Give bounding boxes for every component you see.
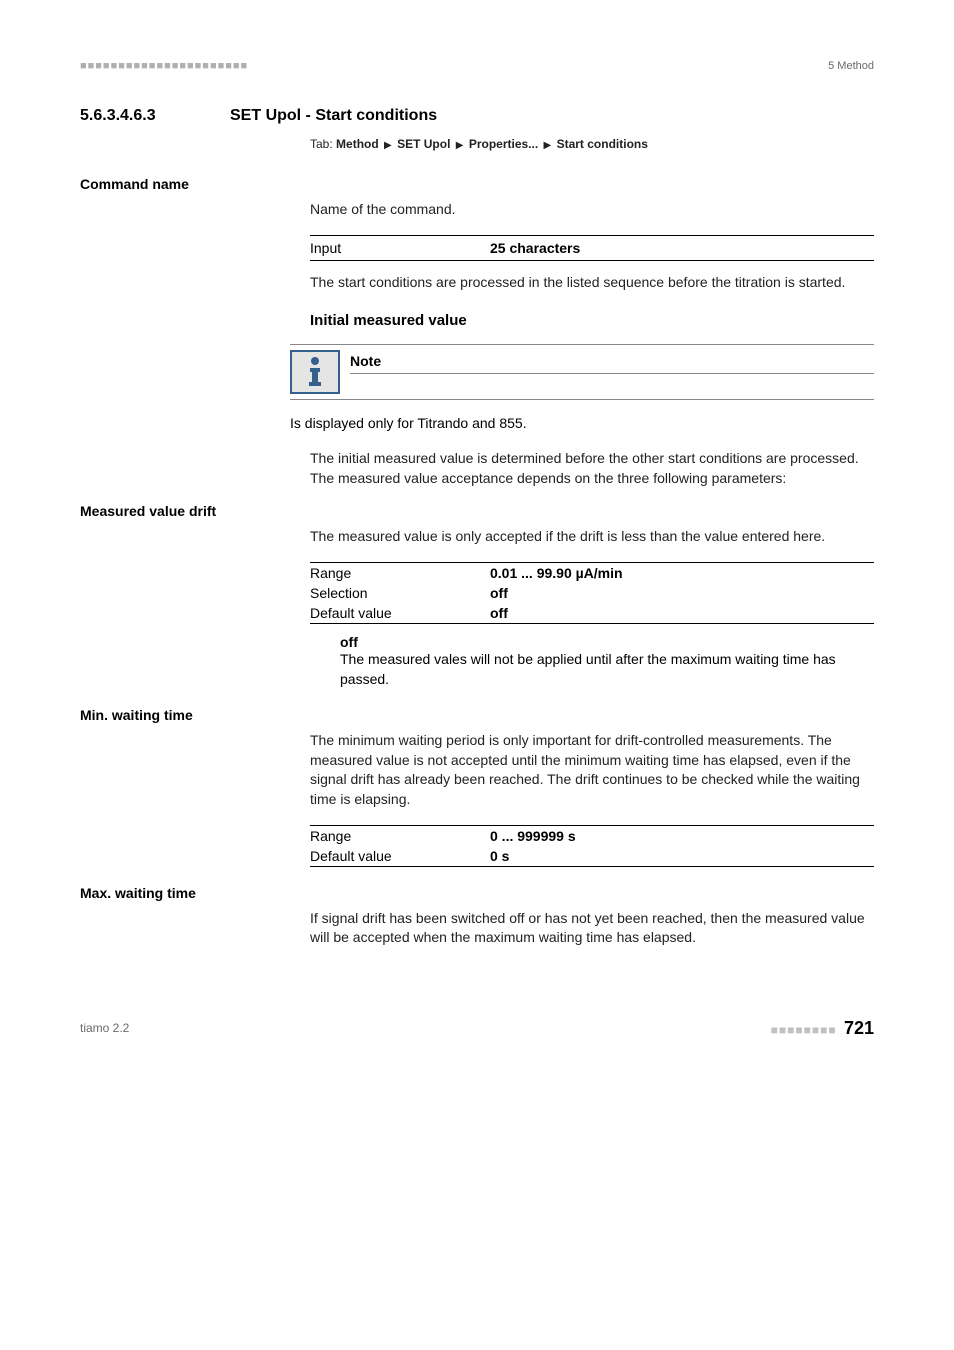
table-row: Default value 0 s [310, 846, 874, 866]
info-icon [290, 350, 340, 394]
tab-part-3: Start conditions [557, 137, 648, 151]
row-label: Default value [310, 603, 490, 623]
tab-part-2: Properties... [469, 137, 538, 151]
row-label: Selection [310, 583, 490, 603]
row-value: 0 s [490, 846, 509, 866]
min-wait-label: Min. waiting time [80, 707, 874, 723]
command-name-input-row: Input 25 characters [310, 235, 874, 261]
row-label: Range [310, 563, 490, 583]
header-marks: ■■■■■■■■■■■■■■■■■■■■■■ [80, 60, 248, 72]
measured-drift-desc: The measured value is only accepted if t… [310, 527, 874, 547]
command-name-after: The start conditions are processed in th… [310, 273, 874, 293]
tab-part-1: SET Upol [397, 137, 450, 151]
initial-measured-heading: Initial measured value [310, 312, 874, 329]
table-row: Range 0.01 ... 99.90 µA/min [310, 563, 874, 583]
off-text: The measured vales will not be applied u… [340, 650, 874, 689]
table-row: Default value off [310, 603, 874, 623]
measured-drift-label: Measured value drift [80, 503, 874, 519]
row-label: Range [310, 826, 490, 846]
measured-drift-table: Range 0.01 ... 99.90 µA/min Selection of… [310, 562, 874, 624]
input-label: Input [310, 236, 490, 260]
note-box: Note [290, 344, 874, 400]
table-row: Selection off [310, 583, 874, 603]
header-section: 5 Method [828, 60, 874, 72]
arrow-icon: ▶ [454, 140, 466, 151]
note-text: Is displayed only for Titrando and 855. [290, 415, 874, 431]
command-name-desc: Name of the command. [310, 200, 874, 220]
max-wait-desc: If signal drift has been switched off or… [310, 909, 874, 948]
max-wait-label: Max. waiting time [80, 885, 874, 901]
note-label: Note [350, 353, 874, 374]
footer-squares: ■■■■■■■■ [771, 1023, 837, 1037]
table-row: Range 0 ... 999999 s [310, 826, 874, 846]
tab-part-0: Method [336, 137, 379, 151]
initial-measured-desc: The initial measured value is determined… [310, 449, 874, 488]
tab-prefix: Tab: [310, 137, 333, 151]
arrow-icon: ▶ [382, 140, 394, 151]
tab-path: Tab: Method ▶ SET Upol ▶ Properties... ▶… [310, 137, 874, 151]
footer-left: tiamo 2.2 [80, 1021, 129, 1035]
row-value: off [490, 603, 508, 623]
measured-drift-off: off The measured vales will not be appli… [340, 634, 874, 689]
min-wait-table: Range 0 ... 999999 s Default value 0 s [310, 825, 874, 867]
off-label: off [340, 634, 874, 650]
row-value: off [490, 583, 508, 603]
arrow-icon: ▶ [542, 140, 554, 151]
row-value: 0 ... 999999 s [490, 826, 576, 846]
min-wait-desc: The minimum waiting period is only impor… [310, 731, 874, 809]
section-number: 5.6.3.4.6.3 [80, 107, 230, 125]
row-label: Default value [310, 846, 490, 866]
section-title: SET Upol - Start conditions [230, 107, 437, 125]
input-value: 25 characters [490, 236, 580, 260]
footer-right: ■■■■■■■■ 721 [771, 1018, 874, 1039]
row-value: 0.01 ... 99.90 µA/min [490, 563, 623, 583]
page-number: 721 [844, 1018, 874, 1038]
command-name-label: Command name [80, 176, 874, 192]
